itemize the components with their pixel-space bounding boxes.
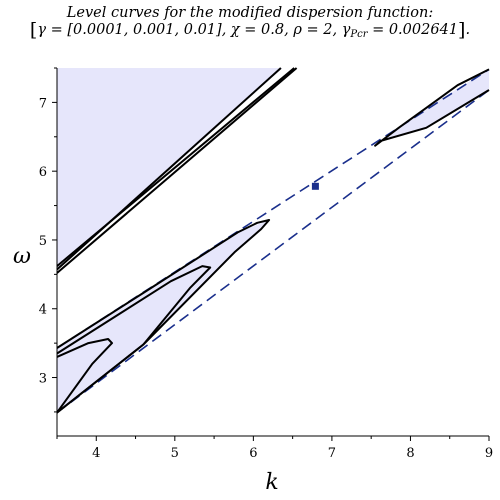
level-curve: [56, 265, 212, 414]
y-tick-label: 7: [39, 96, 47, 111]
y-tick-label: 6: [39, 165, 47, 180]
asymptote-lower: [56, 89, 490, 414]
x-tick-label: 4: [92, 446, 100, 461]
filled-region-lower-left-lobe: [57, 220, 270, 413]
level-curves: [56, 67, 490, 414]
gamma-definition: γ =: [37, 22, 68, 38]
level-curve: [56, 67, 282, 271]
open-bracket: [: [29, 19, 38, 41]
critical-point-layer: [311, 182, 319, 190]
gamma-values: [0.0001, 0.001, 0.01]: [67, 22, 222, 38]
level-curve: [56, 219, 271, 414]
gamma-pcr-value: = 0.002641: [367, 22, 459, 38]
x-tick-label: 8: [406, 446, 414, 461]
chart-title-line-2: [γ = [0.0001, 0.001, 0.01], χ = 0.8, ρ =…: [29, 19, 471, 41]
chart-title-line-1: Level curves for the modified dispersion…: [66, 5, 434, 21]
gamma-pcr-subscript: Pcr: [350, 29, 368, 40]
level-curve: [56, 338, 113, 414]
y-tick-label: 3: [39, 372, 47, 387]
y-tick-label: 4: [39, 303, 47, 318]
x-tick-label: 7: [328, 446, 336, 461]
x-axis-label: k: [265, 470, 278, 495]
chart-title: Level curves for the modified dispersion…: [0, 5, 500, 43]
x-tick-label: 6: [249, 446, 257, 461]
critical-point-marker: [311, 182, 319, 190]
parameters-chi-rho: , χ = 0.8, ρ = 2,: [221, 22, 342, 38]
y-axis-label: ω: [13, 244, 31, 269]
gamma-pcr-symbol: γ: [341, 22, 351, 38]
x-tick-label: 9: [485, 446, 493, 461]
x-tick-label: 5: [171, 446, 179, 461]
y-tick-label: 5: [39, 234, 47, 249]
axes: [56, 68, 489, 437]
level-curve: [374, 68, 490, 147]
close-bracket: ]: [458, 19, 466, 41]
level-curve: [56, 67, 298, 274]
ticks: 4 5 6 7 8 9 3 4 5 6 7: [39, 67, 493, 461]
